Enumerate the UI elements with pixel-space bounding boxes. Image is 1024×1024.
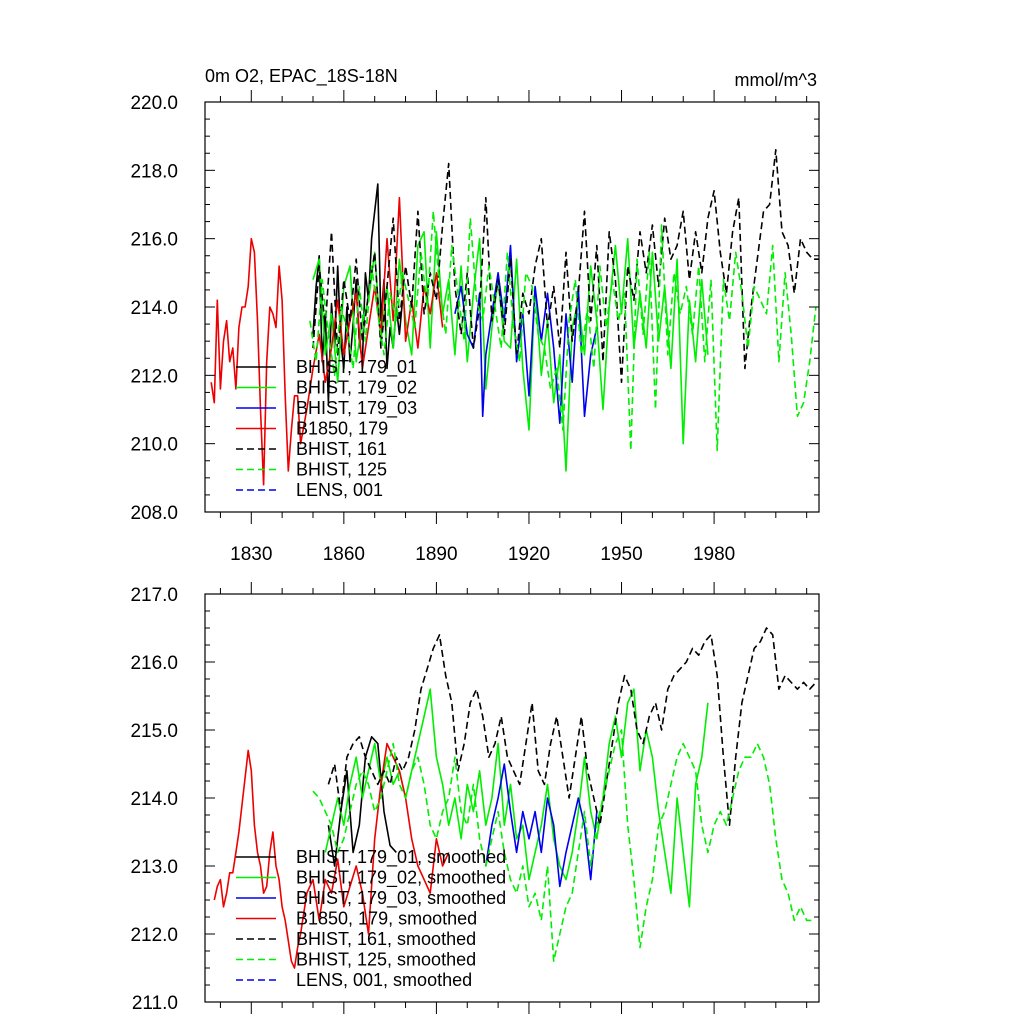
legend-entry: BHIST, 179_03 bbox=[296, 398, 417, 419]
series-group bbox=[213, 627, 817, 969]
y-tick-label: 214.0 bbox=[130, 298, 178, 319]
y-tick-label: 220.0 bbox=[130, 93, 178, 114]
legend-entry: LENS, 001, smoothed bbox=[296, 970, 472, 990]
y-tick-label: 211.0 bbox=[132, 993, 178, 1014]
top-panel: 208.0 210.0 212.0 214.0 216.0 218.0 220.0 1830 1… bbox=[130, 66, 820, 565]
y-tick-label: 214.0 bbox=[130, 789, 178, 810]
y-tick-label: 210.0 bbox=[130, 435, 178, 456]
x-tick-label: 1980 bbox=[693, 544, 735, 565]
legend-entry: LENS, 001 bbox=[296, 480, 383, 500]
x-tick-label: 1920 bbox=[508, 544, 550, 565]
series-line-5 bbox=[309, 210, 817, 452]
series-line-0 bbox=[327, 735, 397, 867]
legend-entry: B1850, 179 bbox=[296, 419, 388, 439]
series-line-4 bbox=[327, 627, 817, 827]
y-tick-label: 215.0 bbox=[130, 721, 178, 742]
series-line-1 bbox=[324, 688, 709, 908]
x-tick-label: 1890 bbox=[415, 544, 457, 565]
y-tick-label: 213.0 bbox=[130, 857, 178, 878]
y-tick-label: 212.0 bbox=[130, 366, 178, 387]
legend-entry: BHIST, 179_01, smoothed bbox=[296, 847, 506, 868]
x-tick-label: 1860 bbox=[323, 544, 365, 565]
legend-entry: BHIST, 161 bbox=[296, 439, 387, 459]
series-line-4 bbox=[312, 149, 819, 384]
x-tick-label: 1830 bbox=[230, 544, 272, 565]
chart-title: 0m O2, EPAC_18S-18N bbox=[205, 66, 398, 87]
series-group bbox=[210, 149, 819, 486]
series-line-5 bbox=[312, 729, 813, 963]
legend-entry: BHIST, 179_01 bbox=[296, 357, 417, 378]
y-tick-label: 216.0 bbox=[130, 230, 178, 251]
y-tick-label: 208.0 bbox=[130, 503, 178, 524]
y-tick-label: 217.0 bbox=[130, 585, 178, 606]
bottom-panel: 211.0 212.0 213.0 214.0 215.0 216.0 217.0 BHIST… bbox=[130, 582, 820, 1014]
legend-entry: BHIST, 179_02 bbox=[296, 378, 417, 399]
legend-entry: BHIST, 179_03, smoothed bbox=[296, 888, 506, 909]
x-tick-label: 1950 bbox=[600, 544, 642, 565]
legend-entry: BHIST, 161, smoothed bbox=[296, 929, 476, 949]
legend-entry: BHIST, 125, smoothed bbox=[296, 950, 476, 970]
y-tick-label: 218.0 bbox=[130, 161, 178, 182]
series-line-3 bbox=[213, 742, 450, 969]
legend-entry: BHIST, 125 bbox=[296, 460, 387, 480]
series-line-2 bbox=[485, 763, 598, 888]
y-tick-label: 212.0 bbox=[130, 925, 178, 946]
legend-entry: BHIST, 179_02, smoothed bbox=[296, 868, 506, 889]
legend-entry: B1850, 179, smoothed bbox=[296, 909, 477, 929]
y-tick-label: 216.0 bbox=[130, 653, 178, 674]
units-label: mmol/m^3 bbox=[735, 70, 817, 90]
